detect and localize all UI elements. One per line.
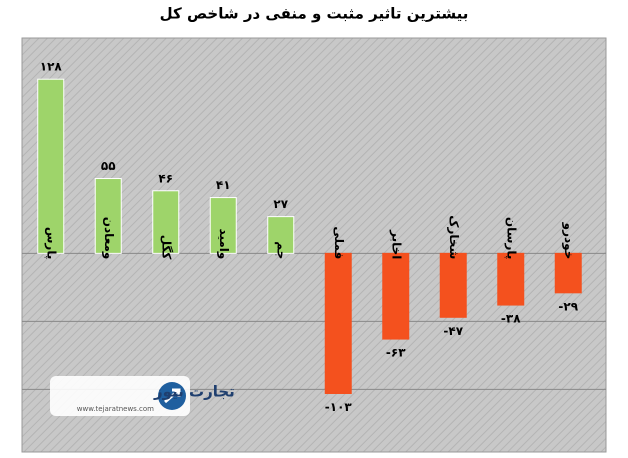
x-tick-label: پارس: [44, 227, 58, 259]
chart-title: بیشترین تاثیر مثبت و منفی در شاخص کل: [160, 5, 469, 23]
value-label: ۴۶: [158, 171, 173, 185]
watermark-arrow: [164, 388, 181, 404]
x-tick-label: پارسان: [504, 217, 518, 259]
bar: [324, 252, 352, 394]
value-label: ۲۷: [273, 197, 288, 211]
value-label: -۴۷: [443, 324, 463, 338]
watermark-url: www.tejaratnews.com: [77, 405, 154, 413]
bar: [382, 252, 410, 340]
x-tick-label: خودرو: [561, 222, 576, 260]
bar: [94, 178, 122, 254]
x-tick-label: فملی: [332, 226, 346, 259]
watermark: تجارت نیوز www.tejaratnews.com: [50, 376, 235, 416]
value-label: ۱۲۸: [40, 60, 63, 74]
watermark-box: [50, 376, 190, 416]
x-tick-label: شخارک: [447, 215, 461, 259]
bar: [439, 252, 467, 318]
bar: [37, 78, 65, 254]
bar: [267, 216, 295, 254]
value-label: ۴۱: [216, 178, 231, 192]
bar: [497, 252, 525, 306]
bar: [152, 190, 180, 254]
bar: [209, 197, 237, 254]
value-label: -۳۸: [501, 312, 521, 326]
watermark-name: تجارت نیوز: [153, 383, 235, 401]
value-label: -۱۰۳: [325, 400, 353, 414]
x-tick-label: ومعادن: [101, 217, 116, 260]
bar: [554, 252, 582, 294]
value-label: -۶۳: [386, 346, 406, 360]
value-label: -۲۹: [558, 299, 578, 313]
x-tick-label: وامید: [216, 229, 231, 260]
x-tick-label: کگل: [159, 235, 173, 260]
value-label: ۵۵: [101, 159, 116, 173]
x-tick-label: جم: [274, 241, 288, 259]
x-tick-label: اخابر: [389, 229, 403, 259]
